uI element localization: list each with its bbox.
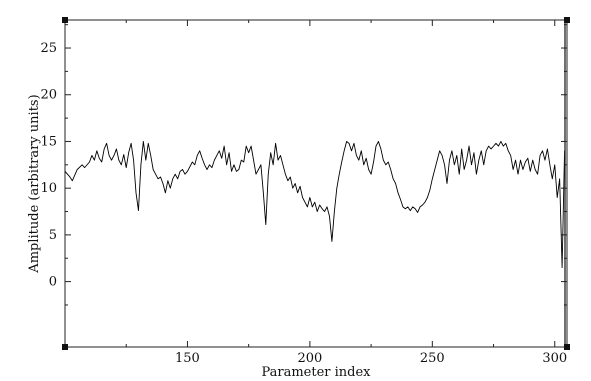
corner-handle [564, 344, 570, 350]
x-tick-label: 250 [420, 351, 445, 366]
series-line [64, 141, 565, 269]
y-tick-label: 0 [49, 275, 57, 290]
corner-handles [62, 17, 570, 350]
plot-frame [64, 19, 568, 348]
y-tick-label: 15 [40, 134, 57, 149]
corner-handle [564, 17, 570, 23]
series-group [64, 141, 565, 269]
y-tick-label: 5 [49, 228, 57, 243]
y-axis-ticks: 0 5 10 15 20 25 [40, 24, 567, 306]
x-tick-label: 150 [175, 351, 200, 366]
x-axis-label: Parameter index [261, 365, 371, 380]
x-axis-ticks: 150 200 250 300 [125, 20, 567, 366]
y-tick-label: 10 [40, 181, 57, 196]
x-tick-label: 300 [542, 351, 567, 366]
corner-handle [62, 17, 68, 23]
corner-handle [62, 344, 68, 350]
y-tick-label: 25 [40, 41, 57, 56]
x-tick-label: 200 [297, 351, 322, 366]
y-axis-label: Amplitude (arbitrary units) [27, 94, 42, 273]
y-tick-label: 20 [40, 88, 57, 103]
